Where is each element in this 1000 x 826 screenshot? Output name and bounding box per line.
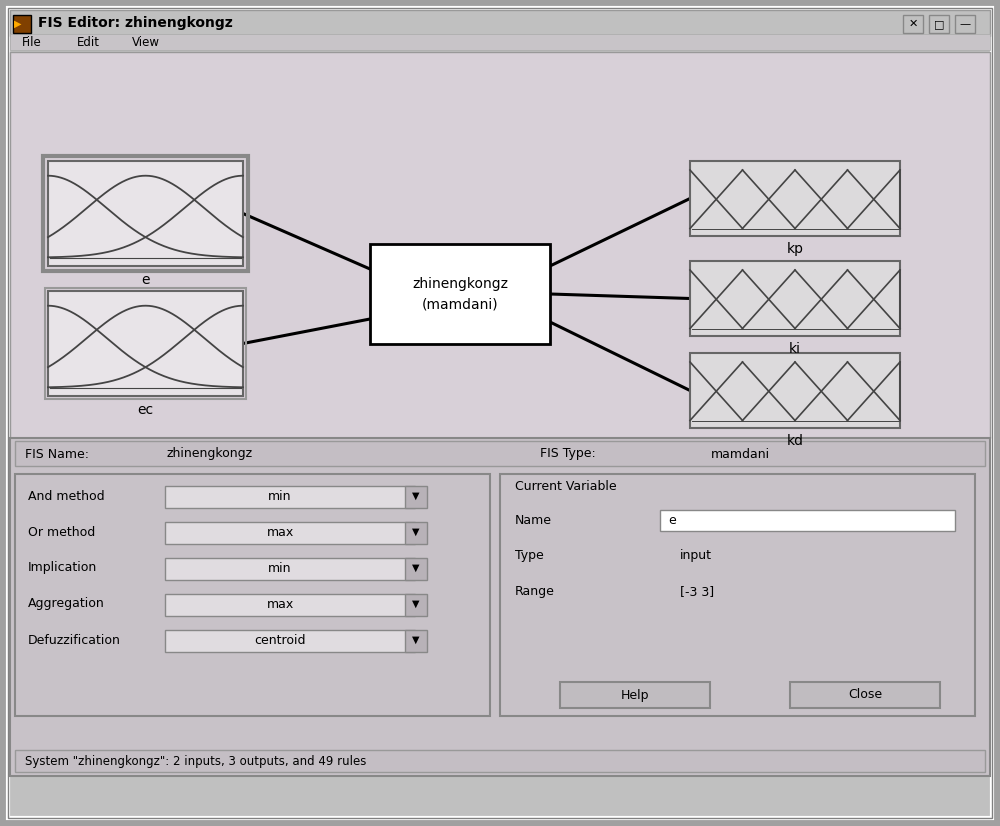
Text: Edit: Edit [77,36,100,49]
Bar [48,161,243,266]
Text: input: input [680,549,712,563]
Bar [45,288,246,399]
Text: min: min [268,562,292,575]
Text: ▼: ▼ [412,527,420,537]
Text: ec: ec [137,403,154,417]
Bar [10,52,990,438]
Bar [10,34,990,50]
Text: ▼: ▼ [412,599,420,609]
Bar [560,682,710,708]
Bar [405,486,427,508]
Text: min: min [268,490,292,502]
Text: e: e [141,273,150,287]
Bar [15,441,985,466]
Text: View: View [132,36,160,49]
Text: max: max [266,525,294,539]
Bar [13,15,31,33]
Bar [690,353,900,428]
Text: FIS Name:: FIS Name: [25,448,89,461]
Text: Aggregation: Aggregation [28,597,105,610]
Bar [370,244,550,344]
Text: ▼: ▼ [412,563,420,573]
Bar [10,438,990,776]
Bar [165,630,415,652]
Text: ▼: ▼ [412,491,420,501]
Text: ▶: ▶ [14,19,22,29]
Text: Implication: Implication [28,562,97,575]
Text: —: — [959,19,971,29]
Bar [43,156,248,271]
Text: Current Variable: Current Variable [515,480,617,492]
Text: Or method: Or method [28,525,95,539]
Bar [48,291,243,396]
Text: □: □ [934,19,944,29]
Bar [165,558,415,580]
Bar [165,594,415,616]
Text: Close: Close [848,689,882,701]
Bar [165,522,415,544]
Bar [929,15,949,33]
Text: ki: ki [789,342,801,356]
Bar [903,15,923,33]
Text: Help: Help [621,689,649,701]
Bar [405,594,427,616]
Text: Type: Type [515,549,544,563]
Bar [790,682,940,708]
Bar [690,161,900,236]
Text: max: max [266,597,294,610]
Bar [405,522,427,544]
Text: Defuzzification: Defuzzification [28,634,121,647]
Bar [405,630,427,652]
Text: ▼: ▼ [412,635,420,645]
Text: And method: And method [28,490,105,502]
Text: (mamdani): (mamdani) [422,297,498,311]
Bar [10,10,990,36]
Text: centroid: centroid [254,634,306,647]
Bar [165,486,415,508]
Text: kp: kp [786,242,804,256]
Text: zhinengkongz: zhinengkongz [167,448,253,461]
Bar [405,558,427,580]
Text: mamdani: mamdani [710,448,770,461]
Bar [955,15,975,33]
Bar [15,474,490,716]
Bar [15,750,985,772]
Text: FIS Type:: FIS Type: [540,448,596,461]
Text: File: File [22,36,42,49]
Text: FIS Editor: zhinengkongz: FIS Editor: zhinengkongz [38,16,233,30]
Text: Name: Name [515,514,552,526]
Text: zhinengkongz: zhinengkongz [412,277,508,291]
Text: [-3 3]: [-3 3] [680,586,714,599]
Bar [690,261,900,336]
Text: kd: kd [786,434,804,448]
Bar [660,510,955,531]
Text: System "zhinengkongz": 2 inputs, 3 outputs, and 49 rules: System "zhinengkongz": 2 inputs, 3 outpu… [25,754,366,767]
Text: ✕: ✕ [908,19,918,29]
Text: Range: Range [515,586,555,599]
Bar [500,474,975,716]
Text: e: e [668,514,676,526]
